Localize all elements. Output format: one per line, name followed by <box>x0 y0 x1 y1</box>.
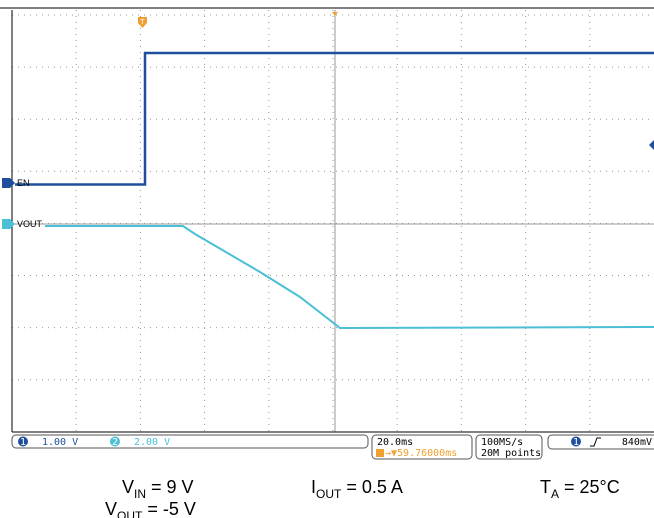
channel-box <box>11 434 369 449</box>
timebase-delay: →▼59.76000ms <box>385 448 457 459</box>
rest: = 9 V <box>146 477 194 497</box>
condition: TA = 25°C <box>540 477 620 501</box>
ch2-number: 2 <box>112 437 118 448</box>
edge-icon <box>590 437 601 447</box>
trigger-marker-label: T <box>140 19 145 26</box>
acq-points: 20M points <box>481 448 541 459</box>
rest: = 25°C <box>559 477 620 497</box>
condition: VIN = 9 V <box>122 477 194 501</box>
ch1-scale: 1.00 V <box>42 437 78 448</box>
subscript: A <box>551 487 559 501</box>
subscript: OUT <box>316 487 342 501</box>
symbol: V <box>122 477 134 497</box>
ch2-marker <box>2 219 15 229</box>
ch1-label: EN <box>17 178 30 188</box>
condition: VOUT = -5 V <box>105 499 196 518</box>
ch1-marker <box>2 178 15 188</box>
trig-badge <box>571 436 581 447</box>
symbol: T <box>540 477 551 497</box>
symbol: V <box>105 499 117 518</box>
trig-source: 1 <box>573 437 579 448</box>
ch1-badge <box>18 436 28 447</box>
trig-level: 840mV <box>622 437 652 448</box>
graticule <box>12 10 654 432</box>
timebase-scale: 20.0ms <box>377 437 413 448</box>
delay-icon <box>376 449 384 457</box>
rest: = -5 V <box>142 499 196 518</box>
condition: IOUT = 0.5 A <box>311 477 403 501</box>
acq-box <box>475 434 543 460</box>
ch2-scale: 2.00 V <box>134 437 170 448</box>
timebase-box <box>371 434 473 460</box>
ch2-badge <box>110 436 120 447</box>
vout-waveform <box>45 225 654 330</box>
symbol: I <box>311 477 316 497</box>
trigger-marker <box>138 17 147 28</box>
acq-rate: 100MS/s <box>481 437 523 448</box>
subscript: IN <box>134 487 146 501</box>
rest: = 0.5 A <box>341 477 403 497</box>
subscript: OUT <box>117 509 143 518</box>
ch1-number: 1 <box>20 437 26 448</box>
delay-marker <box>332 12 338 16</box>
level-marker <box>649 140 654 150</box>
en-waveform <box>15 51 654 186</box>
ch2-label: VOUT <box>17 219 43 229</box>
